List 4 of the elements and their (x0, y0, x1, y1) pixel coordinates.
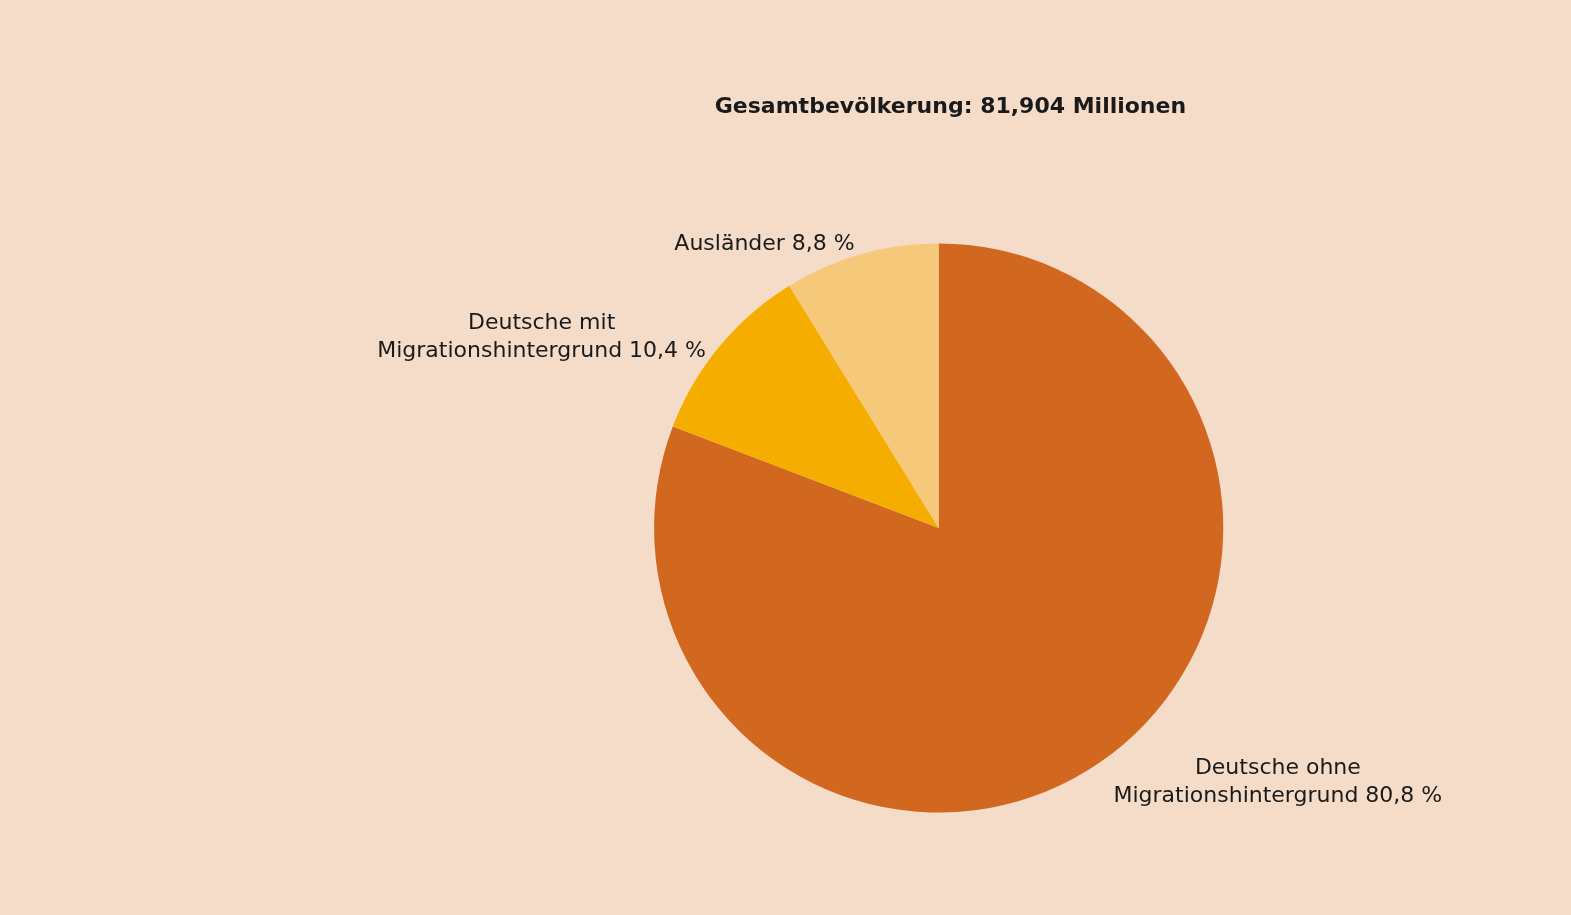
slice-label: Ausländer 8,8 % (674, 230, 855, 256)
slice-label: Deutsche mit Migrationshintergrund 10,4 % (377, 308, 707, 363)
chart-title: Gesamtbevölkerung: 81,904 Millionen (714, 92, 1187, 118)
slice-label: Deutsche ohne Migrationshintergrund 80,8 % (1113, 753, 1443, 808)
